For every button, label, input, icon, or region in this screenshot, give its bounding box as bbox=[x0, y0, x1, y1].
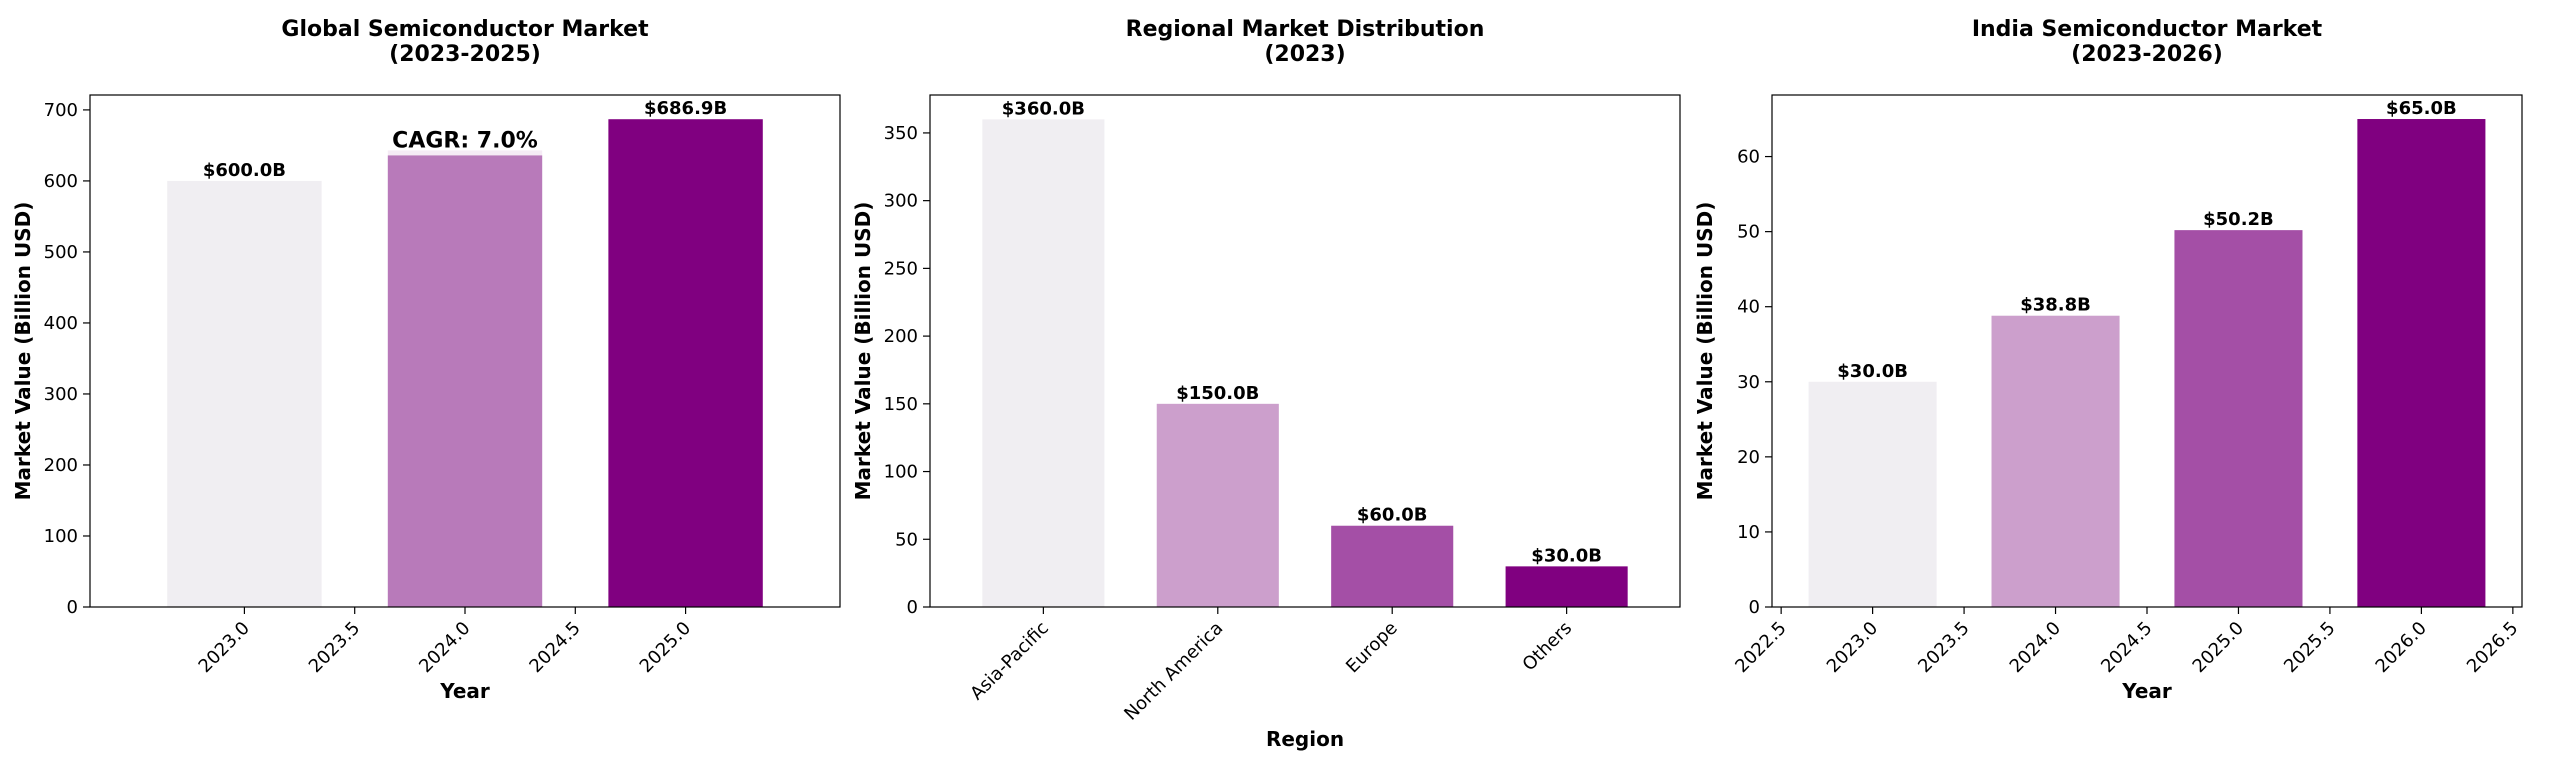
chart-title-line: (2023-2025) bbox=[389, 42, 541, 67]
y-tick-label: 0 bbox=[907, 597, 918, 618]
y-tick-label: 30 bbox=[1737, 372, 1760, 393]
y-tick-label: 600 bbox=[44, 171, 78, 192]
chart-title-line: Regional Market Distribution bbox=[1126, 17, 1485, 42]
y-tick-label: 300 bbox=[884, 191, 918, 212]
bar bbox=[1156, 403, 1279, 607]
y-tick-label: 200 bbox=[44, 455, 78, 476]
y-tick-label: 50 bbox=[895, 529, 918, 550]
bar-value-label: $150.0B bbox=[1176, 383, 1259, 404]
y-tick-label: 400 bbox=[44, 313, 78, 334]
y-axis-label: Market Value (Billion USD) bbox=[851, 202, 875, 501]
bar-value-label: $360.0B bbox=[1002, 98, 1085, 119]
x-tick-label: North America bbox=[1120, 618, 1227, 725]
y-tick-label: 150 bbox=[884, 394, 918, 415]
x-tick-label: Asia-Pacific bbox=[966, 618, 1053, 705]
y-tick-label: 700 bbox=[44, 100, 78, 121]
x-tick-label: 2026.5 bbox=[2463, 618, 2522, 677]
bar-value-label: $30.0B bbox=[1531, 545, 1602, 566]
x-axis-label: Year bbox=[439, 679, 490, 703]
chart-title-line: (2023-2026) bbox=[2071, 42, 2223, 67]
bar bbox=[2174, 230, 2303, 607]
x-tick-label: 2024.5 bbox=[525, 618, 584, 677]
bar-value-label: $38.8B bbox=[2020, 295, 2091, 316]
chart-title-line: India Semiconductor Market bbox=[1972, 17, 2323, 42]
bar bbox=[1808, 381, 1937, 607]
bar-value-label: $65.0B bbox=[2386, 98, 2457, 119]
x-tick-label: 2023.0 bbox=[195, 618, 254, 677]
y-tick-label: 0 bbox=[67, 597, 78, 618]
x-tick-label: Europe bbox=[1342, 618, 1402, 678]
bar bbox=[1331, 525, 1454, 607]
y-tick-label: 10 bbox=[1737, 522, 1760, 543]
y-axis-label: Market Value (Billion USD) bbox=[1693, 202, 1717, 501]
x-axis-label: Region bbox=[1266, 727, 1344, 751]
x-tick-label: 2025.5 bbox=[2280, 618, 2339, 677]
x-tick-label: 2026.0 bbox=[2372, 618, 2431, 677]
y-tick-label: 0 bbox=[1749, 597, 1760, 618]
bar bbox=[387, 150, 543, 607]
y-tick-label: 350 bbox=[884, 123, 918, 144]
y-tick-label: 500 bbox=[44, 242, 78, 263]
y-tick-label: 200 bbox=[884, 326, 918, 347]
plot-frame bbox=[929, 94, 1681, 608]
annotation-box bbox=[387, 119, 543, 156]
chart-2: Regional Market Distribution(2023) $360.0… bbox=[851, 17, 1681, 751]
x-tick-label: Others bbox=[1519, 618, 1577, 676]
y-tick-label: 100 bbox=[44, 526, 78, 547]
x-tick-label: 2024.0 bbox=[2006, 618, 2065, 677]
bar bbox=[608, 119, 763, 607]
annotation-text: CAGR: 7.0% bbox=[392, 128, 538, 153]
y-tick-label: 50 bbox=[1737, 222, 1760, 243]
x-tick-label: 2024.5 bbox=[2097, 618, 2156, 677]
bar-value-label: $600.0B bbox=[203, 160, 286, 181]
bar bbox=[2357, 119, 2486, 607]
chart-1: Global Semiconductor Market(2023-2025) $6… bbox=[11, 17, 841, 703]
y-tick-label: 20 bbox=[1737, 447, 1760, 468]
y-tick-label: 40 bbox=[1737, 297, 1760, 318]
bar-value-label: $30.0B bbox=[1837, 361, 1908, 382]
chart-title-line: Global Semiconductor Market bbox=[281, 17, 649, 42]
bar-value-label: $60.0B bbox=[1357, 505, 1428, 526]
chart-3: India Semiconductor Market(2023-2026) $30… bbox=[1693, 17, 2523, 703]
x-tick-label: 2023.5 bbox=[305, 618, 364, 677]
bar bbox=[1505, 566, 1628, 607]
y-tick-label: 60 bbox=[1737, 147, 1760, 168]
x-tick-label: 2022.5 bbox=[1731, 618, 1790, 677]
y-axis-label: Market Value (Billion USD) bbox=[11, 202, 35, 501]
bar-value-label: $50.2B bbox=[2203, 209, 2274, 230]
y-tick-label: 300 bbox=[44, 384, 78, 405]
x-tick-label: 2024.0 bbox=[415, 618, 474, 677]
x-tick-label: 2025.0 bbox=[636, 618, 695, 677]
chart-title-line: (2023) bbox=[1264, 42, 1345, 67]
x-tick-label: 2023.5 bbox=[1914, 618, 1973, 677]
x-tick-label: 2023.0 bbox=[1823, 618, 1882, 677]
y-tick-label: 250 bbox=[884, 258, 918, 279]
bar bbox=[167, 180, 322, 607]
bar-value-label: $686.9B bbox=[644, 98, 727, 119]
bar bbox=[1991, 315, 2120, 607]
x-axis-label: Year bbox=[2121, 679, 2172, 703]
x-tick-label: 2025.0 bbox=[2189, 618, 2248, 677]
y-tick-label: 100 bbox=[884, 462, 918, 483]
bar bbox=[982, 119, 1105, 607]
